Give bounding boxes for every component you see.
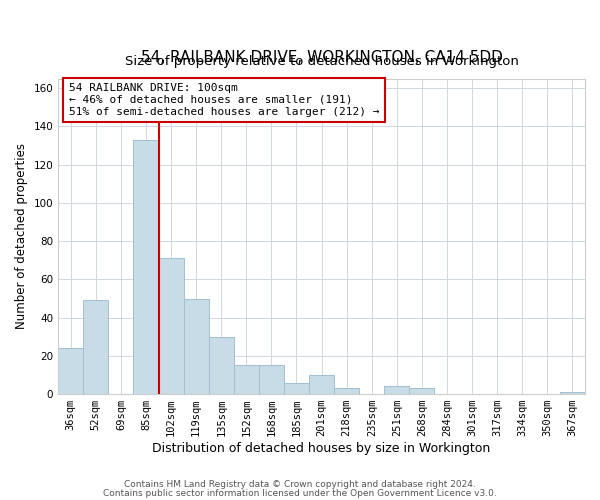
Text: 54 RAILBANK DRIVE: 100sqm
← 46% of detached houses are smaller (191)
51% of semi: 54 RAILBANK DRIVE: 100sqm ← 46% of detac… [69, 84, 379, 116]
Bar [560, 392, 585, 394]
Bar [184, 298, 209, 394]
Bar [83, 300, 109, 394]
Text: Contains HM Land Registry data © Crown copyright and database right 2024.: Contains HM Land Registry data © Crown c… [124, 480, 476, 489]
Y-axis label: Number of detached properties: Number of detached properties [15, 144, 28, 330]
Bar [409, 388, 434, 394]
Bar [334, 388, 359, 394]
Bar [58, 348, 83, 394]
Bar [385, 386, 409, 394]
Text: Contains public sector information licensed under the Open Government Licence v3: Contains public sector information licen… [103, 489, 497, 498]
Bar [209, 336, 234, 394]
Bar [158, 258, 184, 394]
X-axis label: Distribution of detached houses by size in Workington: Distribution of detached houses by size … [152, 442, 491, 455]
Bar [309, 375, 334, 394]
Bar [259, 366, 284, 394]
Title: 54, RAILBANK DRIVE, WORKINGTON, CA14 5DD: 54, RAILBANK DRIVE, WORKINGTON, CA14 5DD [140, 50, 503, 65]
Bar [133, 140, 158, 394]
Text: Size of property relative to detached houses in Workington: Size of property relative to detached ho… [125, 54, 518, 68]
Bar [234, 366, 259, 394]
Bar [284, 382, 309, 394]
